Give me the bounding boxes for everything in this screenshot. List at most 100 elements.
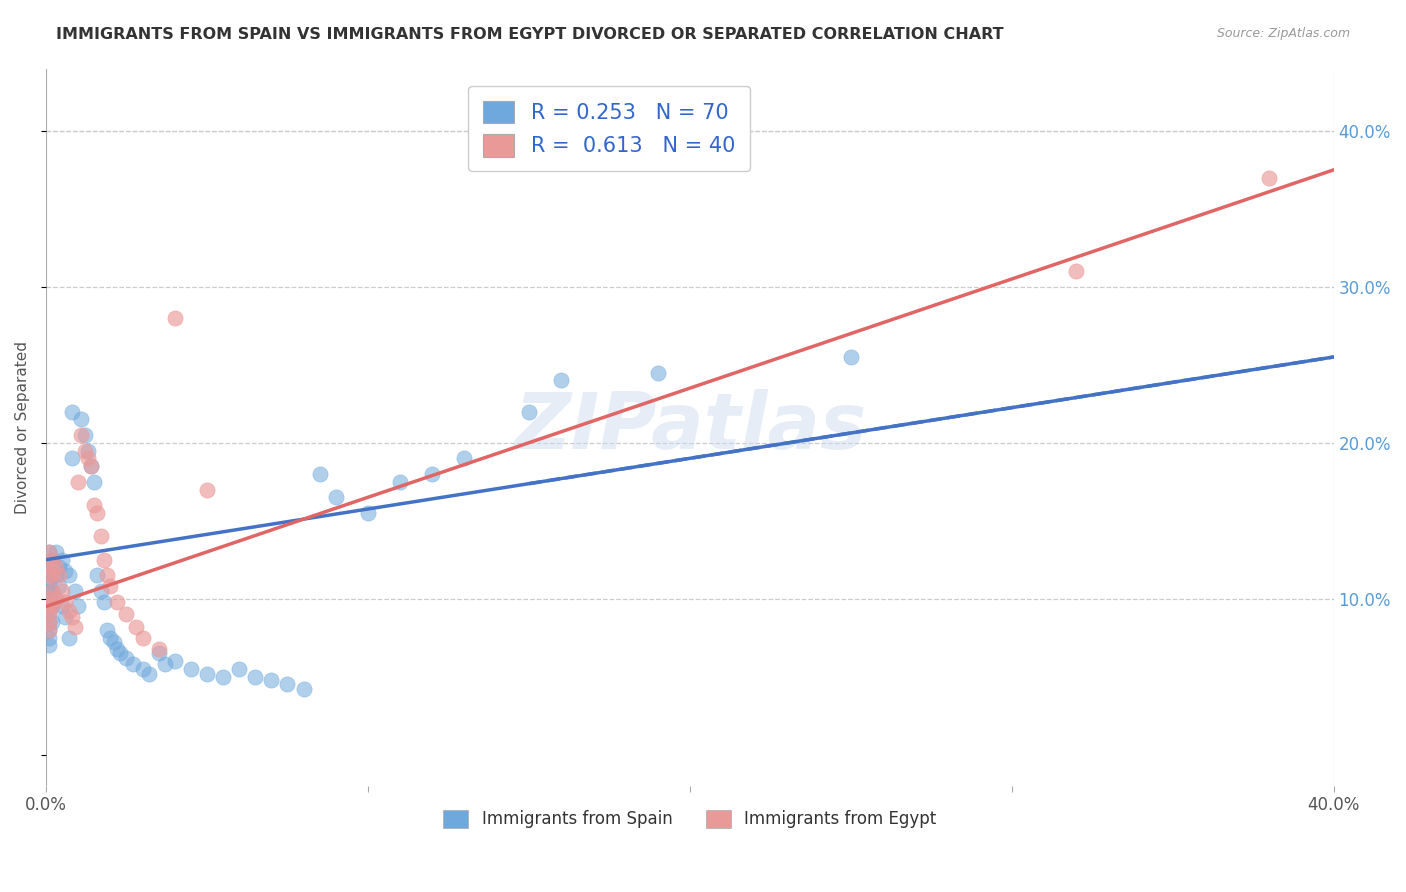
Point <box>51 583 73 598</box>
Point <box>108 646 131 660</box>
Point <box>96 623 118 637</box>
Point <box>105 595 128 609</box>
Point <box>41 552 63 566</box>
Point <box>41 583 63 598</box>
Point <box>38 591 60 606</box>
Point <box>58 631 80 645</box>
Point <box>48 579 70 593</box>
Point <box>292 682 315 697</box>
Point <box>45 568 67 582</box>
Text: Source: ZipAtlas.com: Source: ZipAtlas.com <box>1216 27 1350 40</box>
Point <box>60 451 83 466</box>
Point <box>93 595 115 609</box>
Point <box>38 623 60 637</box>
Point <box>41 599 63 614</box>
Point <box>138 666 160 681</box>
Point <box>45 560 67 574</box>
Point <box>41 583 63 598</box>
Point <box>38 599 60 614</box>
Point <box>51 599 73 614</box>
Point <box>60 404 83 418</box>
Point <box>73 428 96 442</box>
Point <box>41 568 63 582</box>
Point <box>41 568 63 582</box>
Point <box>67 599 90 614</box>
Point <box>48 560 70 574</box>
Point <box>53 595 76 609</box>
Point <box>163 654 186 668</box>
Point <box>38 599 60 614</box>
Point <box>58 568 80 582</box>
Point <box>228 662 250 676</box>
Point <box>122 657 145 672</box>
Point <box>38 568 60 582</box>
Point <box>195 483 218 497</box>
Point <box>96 568 118 582</box>
Point <box>163 311 186 326</box>
Point <box>38 623 60 637</box>
Point <box>1258 170 1281 185</box>
Point <box>86 568 108 582</box>
Point <box>41 599 63 614</box>
Point <box>148 646 170 660</box>
Point <box>453 451 475 466</box>
Point <box>38 615 60 629</box>
Point <box>45 591 67 606</box>
Point <box>517 404 540 418</box>
Point <box>105 641 128 656</box>
Point <box>389 475 412 489</box>
Point <box>115 607 138 622</box>
Point <box>90 583 112 598</box>
Point <box>276 677 298 691</box>
Point <box>125 620 148 634</box>
Point <box>38 545 60 559</box>
Point <box>38 607 60 622</box>
Point <box>41 615 63 629</box>
Point <box>98 631 121 645</box>
Point <box>80 459 103 474</box>
Point <box>550 373 572 387</box>
Point <box>86 506 108 520</box>
Point <box>80 459 103 474</box>
Point <box>98 579 121 593</box>
Legend: Immigrants from Spain, Immigrants from Egypt: Immigrants from Spain, Immigrants from E… <box>437 803 943 835</box>
Point <box>63 583 86 598</box>
Point <box>325 491 347 505</box>
Point <box>38 560 60 574</box>
Point <box>212 670 235 684</box>
Point <box>839 350 862 364</box>
Point <box>131 662 153 676</box>
Point <box>38 591 60 606</box>
Point <box>60 610 83 624</box>
Point <box>45 545 67 559</box>
Point <box>38 631 60 645</box>
Point <box>38 568 60 582</box>
Point <box>115 651 138 665</box>
Point <box>38 576 60 591</box>
Point <box>67 475 90 489</box>
Point <box>245 670 267 684</box>
Point <box>38 545 60 559</box>
Point <box>70 412 93 426</box>
Point <box>357 506 380 520</box>
Point <box>58 604 80 618</box>
Point <box>76 451 98 466</box>
Point <box>76 443 98 458</box>
Point <box>83 498 105 512</box>
Point <box>38 639 60 653</box>
Point <box>53 564 76 578</box>
Text: ZIPatlas: ZIPatlas <box>513 389 866 465</box>
Point <box>38 583 60 598</box>
Point <box>93 552 115 566</box>
Point <box>647 366 669 380</box>
Point <box>90 529 112 543</box>
Point <box>73 443 96 458</box>
Point <box>41 552 63 566</box>
Point <box>63 620 86 634</box>
Point <box>153 657 176 672</box>
Point <box>70 428 93 442</box>
Point <box>38 615 60 629</box>
Point <box>51 552 73 566</box>
Point <box>195 666 218 681</box>
Point <box>180 662 202 676</box>
